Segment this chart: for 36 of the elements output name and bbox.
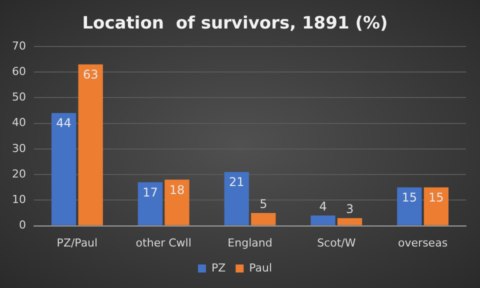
bar (310, 216, 336, 226)
data-label: 21 (228, 175, 244, 190)
bar (424, 187, 449, 226)
bar (337, 218, 362, 226)
x-tick-label: other Cwll (136, 236, 192, 250)
bar (397, 187, 422, 226)
data-label: 44 (56, 116, 72, 130)
data-label: 4 (319, 200, 327, 214)
y-tick-label: 0 (18, 218, 26, 232)
y-tick-label: 70 (12, 39, 26, 52)
data-label: 17 (142, 185, 158, 200)
legend-label: PZ (211, 261, 226, 274)
bar (51, 113, 76, 226)
y-tick-label: 30 (12, 142, 26, 155)
bar (224, 172, 249, 226)
y-tick-label: 40 (12, 116, 26, 130)
bar (138, 182, 163, 226)
x-tick-label: overseas (398, 236, 448, 250)
data-label: 18 (169, 182, 185, 197)
chart-title: Location of survivors, 1891 (%) (82, 14, 388, 34)
x-tick-label: PZ/Paul (56, 236, 98, 250)
bar (251, 212, 276, 226)
data-label: 15 (428, 190, 444, 204)
data-label: 3 (346, 202, 354, 216)
bar (164, 180, 190, 226)
y-tick-label: 20 (12, 167, 26, 180)
y-tick-label: 10 (12, 193, 26, 206)
y-tick-label: 50 (12, 90, 26, 104)
x-tick-label: Scot/W (317, 236, 356, 250)
data-label: 63 (82, 67, 98, 82)
legend-label: Paul (249, 261, 272, 274)
y-tick-label: 60 (12, 64, 26, 78)
bar (78, 64, 103, 226)
data-label: 15 (402, 190, 418, 204)
data-label: 5 (260, 197, 268, 212)
x-tick-label: England (228, 236, 272, 250)
